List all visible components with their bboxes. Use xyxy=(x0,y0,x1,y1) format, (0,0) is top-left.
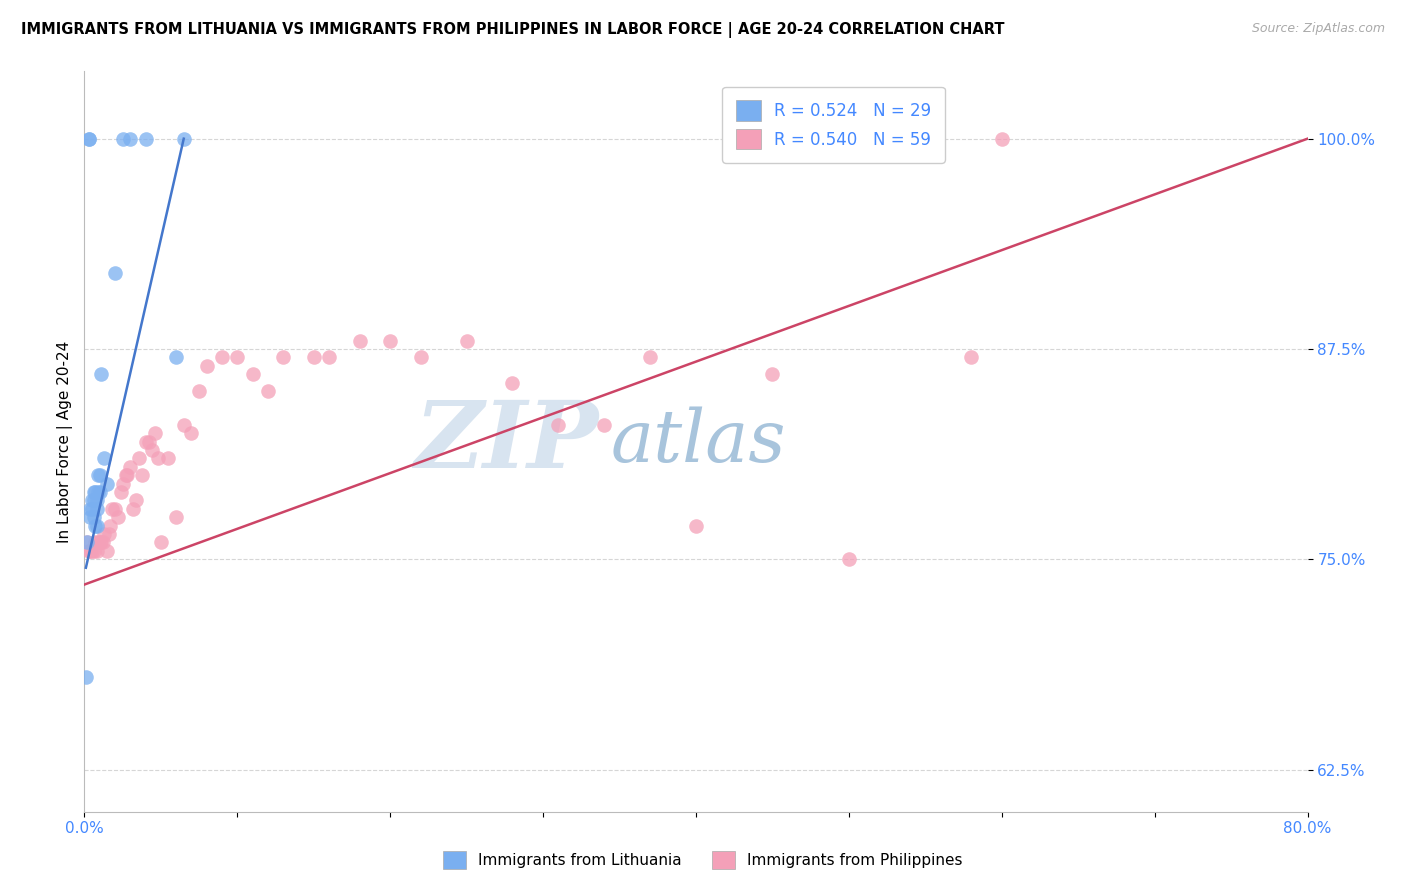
Text: atlas: atlas xyxy=(610,406,786,477)
Point xyxy=(173,131,195,145)
Point xyxy=(122,501,145,516)
Point xyxy=(302,351,325,365)
Point xyxy=(456,334,478,348)
Point xyxy=(79,544,101,558)
Point xyxy=(90,368,112,382)
Point xyxy=(188,384,211,398)
Point xyxy=(195,359,218,373)
Point xyxy=(547,417,569,432)
Point xyxy=(101,501,124,516)
Point xyxy=(114,468,136,483)
Point xyxy=(131,468,153,483)
Point xyxy=(83,510,105,524)
Point xyxy=(761,368,783,382)
Point xyxy=(84,535,107,549)
Point xyxy=(180,426,202,441)
Point xyxy=(77,131,100,145)
Point xyxy=(143,426,166,441)
Point xyxy=(318,351,340,365)
Point xyxy=(138,434,160,449)
Point xyxy=(80,493,103,508)
Point xyxy=(76,535,98,549)
Point xyxy=(77,131,100,145)
Point xyxy=(84,485,107,500)
Text: Source: ZipAtlas.com: Source: ZipAtlas.com xyxy=(1251,22,1385,36)
Y-axis label: In Labor Force | Age 20-24: In Labor Force | Age 20-24 xyxy=(58,341,73,542)
Point xyxy=(128,451,150,466)
Point xyxy=(111,131,134,145)
Point xyxy=(75,670,97,684)
Point xyxy=(135,131,157,145)
Point xyxy=(226,351,249,365)
Point xyxy=(104,266,127,280)
Point xyxy=(685,518,707,533)
Point xyxy=(120,459,142,474)
Point xyxy=(111,476,134,491)
Point xyxy=(79,510,101,524)
Point xyxy=(80,544,103,558)
Point xyxy=(83,544,105,558)
Point xyxy=(107,510,129,524)
Point xyxy=(80,501,103,516)
Point xyxy=(380,334,402,348)
Point xyxy=(86,493,108,508)
Text: ZIP: ZIP xyxy=(413,397,598,486)
Point xyxy=(991,131,1014,145)
Point xyxy=(257,384,280,398)
Point xyxy=(96,476,118,491)
Point xyxy=(76,535,98,549)
Point xyxy=(86,544,108,558)
Point xyxy=(89,535,111,549)
Point xyxy=(409,351,432,365)
Point xyxy=(960,351,983,365)
Point xyxy=(97,527,120,541)
Point xyxy=(157,451,180,466)
Point xyxy=(120,131,142,145)
Point xyxy=(90,535,112,549)
Point xyxy=(93,527,115,541)
Point xyxy=(83,493,105,508)
Point xyxy=(86,501,108,516)
Legend: Immigrants from Lithuania, Immigrants from Philippines: Immigrants from Lithuania, Immigrants fr… xyxy=(437,845,969,875)
Point xyxy=(146,451,169,466)
Point xyxy=(104,501,127,516)
Point xyxy=(242,368,264,382)
Point xyxy=(211,351,233,365)
Point xyxy=(91,535,114,549)
Point xyxy=(83,485,105,500)
Point xyxy=(115,468,138,483)
Point xyxy=(93,451,115,466)
Point xyxy=(173,417,195,432)
Point xyxy=(165,510,187,524)
Point xyxy=(98,518,121,533)
Point xyxy=(271,351,294,365)
Point xyxy=(89,485,111,500)
Legend: R = 0.524   N = 29, R = 0.540   N = 59: R = 0.524 N = 29, R = 0.540 N = 59 xyxy=(723,87,945,162)
Point xyxy=(838,552,860,566)
Point xyxy=(141,442,163,457)
Point xyxy=(86,518,108,533)
Point xyxy=(165,351,187,365)
Point xyxy=(149,535,172,549)
Point xyxy=(638,351,661,365)
Point xyxy=(96,544,118,558)
Text: IMMIGRANTS FROM LITHUANIA VS IMMIGRANTS FROM PHILIPPINES IN LABOR FORCE | AGE 20: IMMIGRANTS FROM LITHUANIA VS IMMIGRANTS … xyxy=(21,22,1005,38)
Point xyxy=(593,417,616,432)
Point xyxy=(87,535,110,549)
Point xyxy=(135,434,157,449)
Point xyxy=(87,468,110,483)
Point xyxy=(502,376,524,390)
Point xyxy=(79,501,101,516)
Point xyxy=(89,468,111,483)
Point xyxy=(84,518,107,533)
Point xyxy=(87,485,110,500)
Point xyxy=(77,544,100,558)
Point xyxy=(110,485,132,500)
Point xyxy=(125,493,148,508)
Point xyxy=(349,334,371,348)
